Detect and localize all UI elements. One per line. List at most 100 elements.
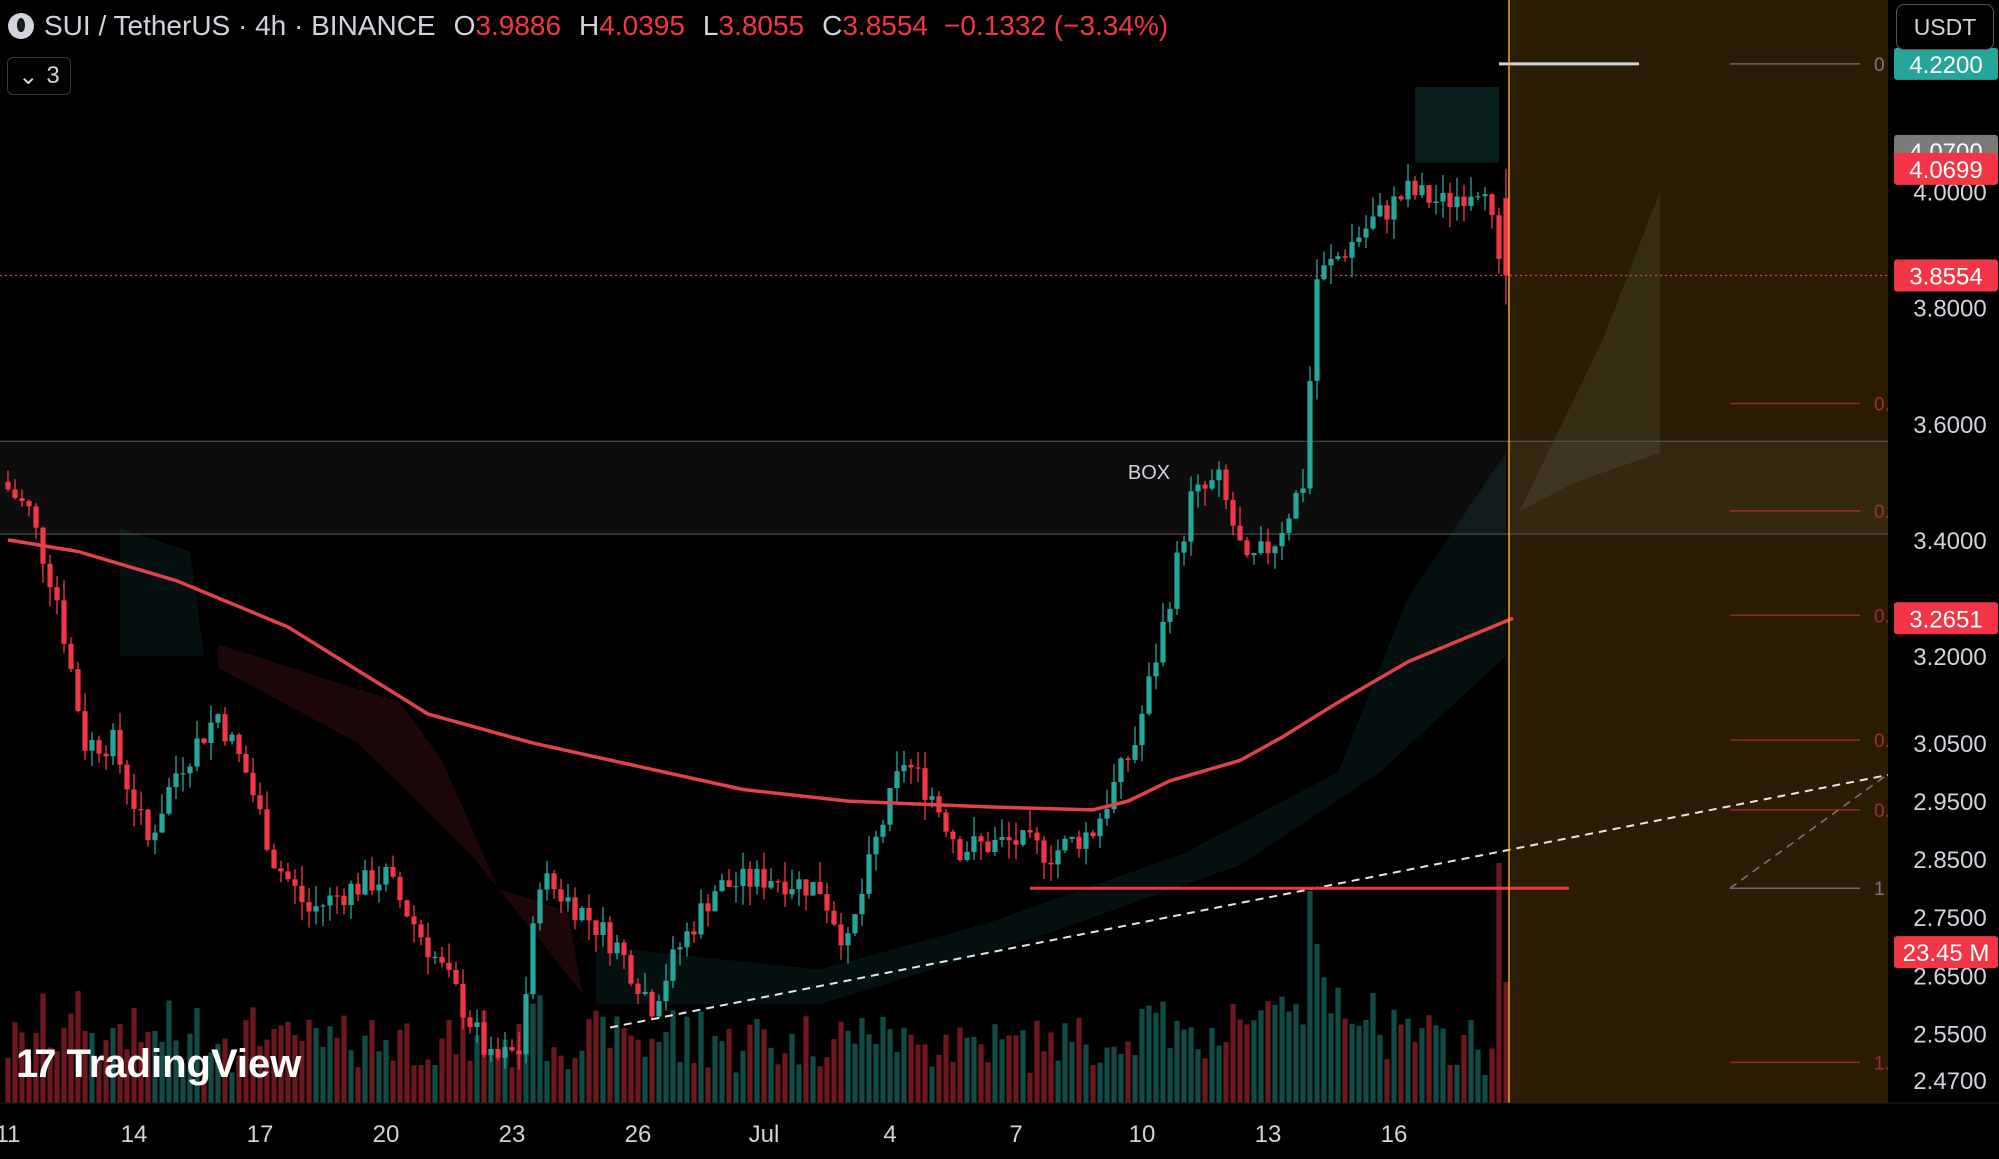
volume-bar xyxy=(257,1046,263,1103)
candle-body xyxy=(411,916,417,925)
volume-bar xyxy=(397,1029,403,1103)
tradingview-logo-icon: 17 xyxy=(16,1042,56,1086)
y-tick-label: 3.6000 xyxy=(1913,412,1986,439)
volume-bar xyxy=(1489,1048,1495,1103)
candle-body xyxy=(180,773,186,775)
candle-body xyxy=(201,738,207,744)
time-axis[interactable] xyxy=(0,1103,1888,1159)
volume-bar xyxy=(306,1019,312,1103)
volume-bar xyxy=(593,1010,599,1103)
candle-body xyxy=(698,903,704,935)
candle-body xyxy=(26,501,32,507)
candle-body xyxy=(929,796,935,800)
box-zone[interactable] xyxy=(0,441,1888,535)
candle-body xyxy=(1153,662,1159,677)
volume-bar xyxy=(299,1041,305,1103)
volume-bar xyxy=(187,1033,193,1103)
volume-bar xyxy=(467,1060,473,1103)
volume-bar xyxy=(614,1016,620,1103)
candle-body xyxy=(369,870,375,891)
candle-body xyxy=(558,889,564,902)
candle-body xyxy=(1405,180,1411,200)
projection-highlight-area xyxy=(1509,0,1888,1103)
volume-bar xyxy=(355,1067,361,1103)
candle-body xyxy=(75,669,81,712)
volume-bar xyxy=(1454,1064,1460,1103)
volume-bar xyxy=(82,1030,88,1103)
volume-bar xyxy=(635,1039,641,1103)
candle-body xyxy=(1062,838,1068,851)
candle-body xyxy=(1181,541,1187,553)
candle-body xyxy=(971,836,977,852)
y-tick-label: 2.7500 xyxy=(1913,905,1986,932)
volume-bar xyxy=(761,1029,767,1103)
volume-bar xyxy=(285,1021,291,1103)
candle-body xyxy=(292,879,298,886)
candle-body xyxy=(537,889,543,924)
candle-body xyxy=(824,894,830,911)
candle-body xyxy=(131,789,137,809)
x-tick-label: 16 xyxy=(1381,1121,1408,1148)
low-label: L xyxy=(702,10,719,41)
close-value: 3.8554 xyxy=(842,10,928,41)
currency-button[interactable]: USDT xyxy=(1896,4,1994,50)
candle-body xyxy=(1398,196,1404,200)
x-tick-label: 23 xyxy=(499,1121,526,1148)
volume-bar xyxy=(1125,1041,1131,1103)
volume-bar xyxy=(110,1028,116,1103)
volume-bar xyxy=(243,1020,249,1103)
volume-bar xyxy=(1503,981,1509,1103)
trendline-dashed[interactable] xyxy=(609,731,1999,1029)
candle-body xyxy=(138,808,144,811)
range-highlight-box xyxy=(1415,87,1499,163)
fib-diagonal-dashed[interactable] xyxy=(1729,615,1999,889)
indicators-toggle-button[interactable]: ⌄ 3 xyxy=(7,57,71,95)
candle-body xyxy=(306,902,312,912)
volume-bar xyxy=(124,1049,130,1103)
volume-bar xyxy=(691,1062,697,1103)
candle-body xyxy=(733,885,739,888)
volume-bar xyxy=(1412,1042,1418,1103)
volume-bar xyxy=(68,1013,74,1103)
symbol-title[interactable]: SUI / TetherUS · 4h · BINANCE xyxy=(44,10,436,41)
volume-bar xyxy=(754,1019,760,1103)
volume-bar xyxy=(1356,1025,1362,1103)
candle-body xyxy=(943,812,949,832)
candle-body xyxy=(1251,553,1257,556)
volume-bar xyxy=(166,1000,172,1103)
volume-bar xyxy=(145,1032,151,1103)
candle-body xyxy=(89,740,95,751)
candle-body xyxy=(978,836,984,842)
volume-bar xyxy=(964,1037,970,1103)
volume-bar xyxy=(600,1016,606,1103)
candle-body xyxy=(432,956,438,958)
volume-bar xyxy=(747,1024,753,1103)
fib-level-label: 0 xyxy=(1874,55,1885,76)
volume-bar xyxy=(698,1011,704,1103)
moving-average-line[interactable] xyxy=(7,538,1514,812)
candle-body xyxy=(1300,488,1306,493)
candle-body xyxy=(117,729,123,765)
candle-body xyxy=(495,1048,501,1058)
volume-bar xyxy=(537,995,543,1103)
volume-bar xyxy=(131,1007,137,1103)
volume-bar xyxy=(894,1052,900,1103)
volume-bar xyxy=(1146,1005,1152,1103)
volume-bar xyxy=(215,1043,221,1103)
candle-body xyxy=(278,868,284,872)
candle-body xyxy=(747,868,753,887)
candle-body xyxy=(397,876,403,901)
volume-bar xyxy=(404,1023,410,1103)
cloud-bull-future xyxy=(1520,191,1660,511)
candle-body xyxy=(712,891,718,912)
candle-body xyxy=(663,980,669,1002)
volume-bar xyxy=(950,1061,956,1103)
volume-bar xyxy=(5,1058,11,1103)
candle-body xyxy=(1363,228,1369,238)
volume-bar xyxy=(887,1029,893,1103)
volume-bar xyxy=(348,1050,354,1103)
candle-body xyxy=(1286,518,1292,533)
volume-bar xyxy=(1083,1044,1089,1103)
candle-body xyxy=(19,497,25,502)
